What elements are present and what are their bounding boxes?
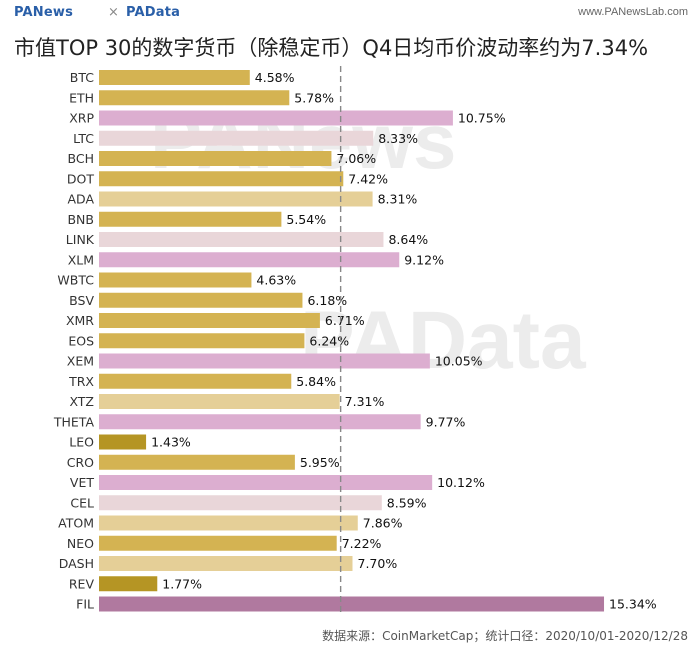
category-label-theta: THETA (53, 414, 95, 429)
value-label-rev: 1.77% (162, 576, 202, 591)
value-label-xmr: 6.71% (325, 313, 365, 328)
bar-theta (99, 414, 421, 430)
bar-eth (99, 90, 290, 106)
category-label-neo: NEO (67, 536, 94, 551)
bar-xrp (99, 110, 453, 126)
value-label-link: 8.64% (388, 232, 428, 247)
bar-trx (99, 373, 292, 389)
bar-xtz (99, 394, 340, 409)
bar-xem (99, 353, 430, 369)
category-label-ltc: LTC (73, 131, 94, 146)
separator-icon: × (108, 5, 119, 20)
value-label-ltc: 8.33% (378, 131, 418, 146)
category-label-dash: DASH (59, 556, 94, 571)
value-label-neo: 7.22% (342, 536, 382, 551)
bar-cel (99, 495, 382, 511)
bar-fil (99, 596, 605, 612)
value-label-eos: 6.24% (309, 333, 349, 348)
value-label-cro: 5.95% (300, 455, 340, 470)
value-label-eth: 5.78% (294, 90, 334, 105)
site-url: www.PANewsLab.com (578, 6, 688, 18)
bar-xmr (99, 313, 320, 328)
bar-ada (99, 191, 373, 207)
value-label-btc: 4.58% (255, 70, 295, 85)
category-label-cro: CRO (67, 455, 94, 470)
value-label-xrp: 10.75% (458, 111, 506, 126)
category-label-bch: BCH (68, 151, 94, 166)
bar-ltc (99, 130, 374, 146)
value-label-cel: 8.59% (387, 495, 427, 510)
category-label-vet: VET (70, 475, 94, 490)
value-label-dash: 7.70% (358, 556, 398, 571)
bar-rev (99, 576, 158, 592)
category-label-ada: ADA (67, 192, 94, 207)
value-label-ada: 8.31% (378, 192, 418, 207)
category-label-bnb: BNB (67, 212, 94, 227)
category-label-cel: CEL (70, 495, 94, 510)
value-label-theta: 9.77% (426, 414, 466, 429)
panews-logo: PANews (14, 5, 74, 20)
value-label-xlm: 9.12% (404, 252, 444, 267)
category-label-bsv: BSV (69, 293, 94, 308)
bar-wbtc (99, 272, 252, 288)
category-label-fil: FIL (76, 597, 94, 612)
bar-btc (99, 70, 250, 85)
category-label-link: LINK (66, 232, 95, 247)
padata-logo: PAData (126, 5, 181, 20)
value-label-vet: 10.12% (437, 475, 485, 490)
category-label-xtz: XTZ (69, 394, 94, 409)
bar-eos (99, 333, 305, 349)
bar-dash (99, 556, 353, 571)
labels-layer: BTC 4.58% ETH 5.78% XRP 10.75% LTC 8.33% BCH 7.06… (53, 70, 657, 612)
value-label-bnb: 5.54% (286, 212, 326, 227)
category-label-trx: TRX (68, 374, 94, 389)
value-label-trx: 5.84% (296, 374, 336, 389)
category-label-xrp: XRP (69, 111, 94, 126)
bar-leo (99, 434, 147, 450)
category-label-wbtc: WBTC (57, 273, 94, 288)
category-label-eos: EOS (68, 333, 94, 348)
value-label-xtz: 7.31% (345, 394, 385, 409)
bar-vet (99, 475, 433, 490)
bar-dot (99, 171, 344, 187)
value-label-leo: 1.43% (151, 435, 191, 450)
header: PANews × PAData www.PANewsLab.com (0, 0, 700, 26)
bars-layer (99, 70, 605, 612)
category-label-atom: ATOM (58, 516, 94, 531)
value-label-fil: 15.34% (609, 597, 657, 612)
category-label-rev: REV (69, 576, 95, 591)
bar-atom (99, 515, 358, 531)
bar-xlm (99, 252, 400, 268)
value-label-bch: 7.06% (336, 151, 376, 166)
value-label-dot: 7.42% (348, 171, 388, 186)
value-label-atom: 7.86% (363, 516, 403, 531)
category-label-xlm: XLM (68, 252, 94, 267)
data-source: 数据来源：CoinMarketCap；统计口径：2020/10/01-2020/… (322, 629, 688, 643)
value-label-xem: 10.05% (435, 354, 483, 369)
category-label-leo: LEO (69, 435, 94, 450)
category-label-xem: XEM (67, 354, 94, 369)
bar-bsv (99, 292, 303, 308)
value-label-wbtc: 4.63% (256, 273, 296, 288)
category-label-eth: ETH (69, 90, 94, 105)
category-label-btc: BTC (70, 70, 94, 85)
bar-cro (99, 454, 295, 470)
value-label-bsv: 6.18% (307, 293, 347, 308)
bar-bch (99, 151, 332, 166)
bar-link (99, 232, 384, 247)
category-label-xmr: XMR (66, 313, 94, 328)
category-label-dot: DOT (67, 171, 94, 186)
bar-neo (99, 535, 337, 551)
chart-title: 市值TOP 30的数字货币（除稳定币）Q4日均币价波动率约为7.34% (14, 36, 649, 60)
bar-bnb (99, 211, 282, 227)
